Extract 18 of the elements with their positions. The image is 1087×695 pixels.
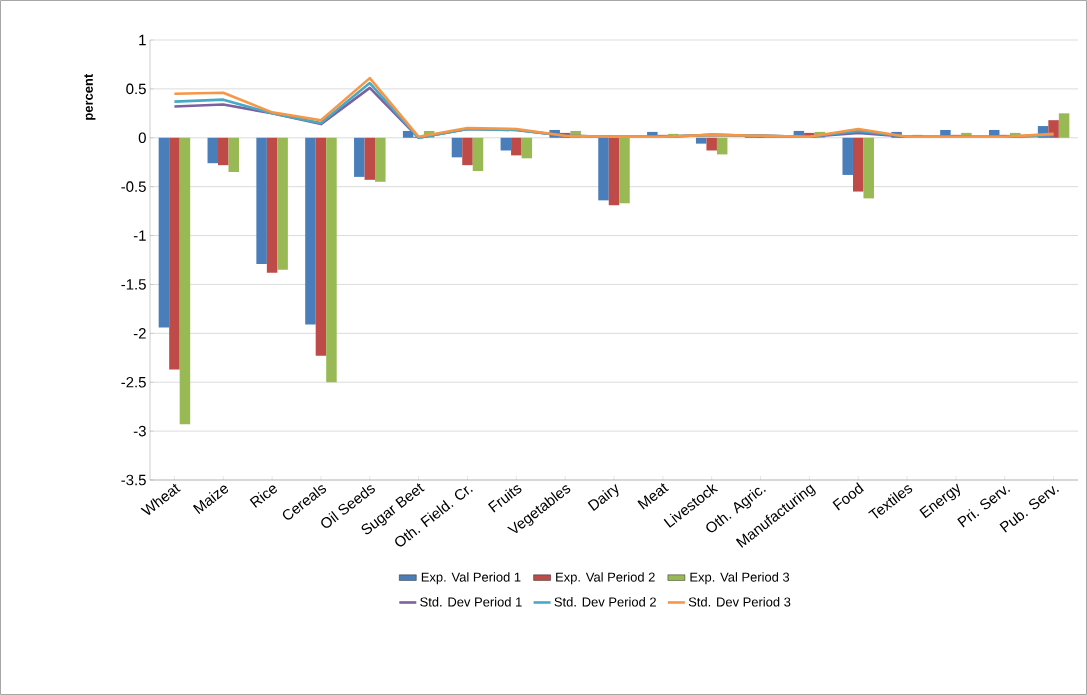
y-tick-label: -1	[133, 230, 146, 241]
legend-label: Exp. Val Period 2	[556, 572, 655, 585]
legend-label: Exp. Val Period 1	[421, 572, 521, 585]
y-tick-label: -0.5	[121, 181, 146, 192]
legend-label: Std. Dev Period 3	[688, 597, 791, 607]
x-tick-label: Rice	[249, 485, 277, 508]
y-tick-label: -3	[133, 425, 146, 437]
y-axis-title: percent	[84, 73, 96, 120]
y-tick-label: -2	[133, 328, 146, 339]
y-tick-label: 0.5	[126, 83, 146, 95]
y-tick-label: 1	[139, 34, 146, 46]
legend-label: Exp. Val Period 3	[690, 572, 790, 585]
legend-label: Std. Dev Period 1	[420, 597, 522, 607]
y-tick-label: -1.5	[121, 279, 146, 290]
y-tick-label: -2.5	[121, 376, 146, 388]
y-tick-label: 0	[138, 132, 146, 144]
legend-label: Std. Dev Period 2	[554, 597, 656, 607]
y-tick-label: -3.5	[121, 474, 146, 486]
